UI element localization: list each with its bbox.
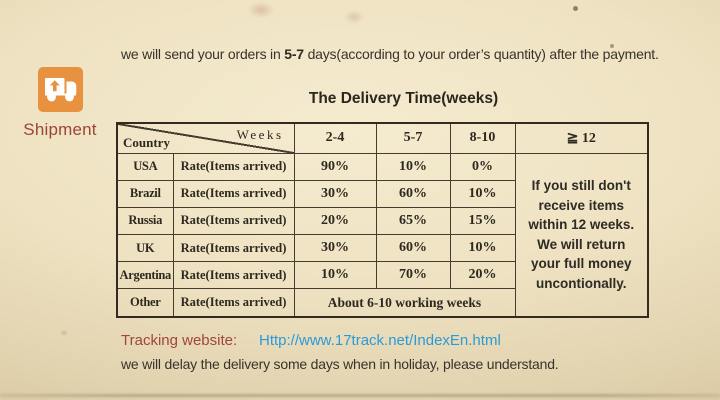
photo-edge-shadow xyxy=(0,394,720,397)
shipping-note-suffix: days(according to your order’s quantity)… xyxy=(303,46,659,62)
refund-note-weeks: 12 xyxy=(571,217,587,233)
tracking-website-link[interactable]: Http://www.17track.net/IndexEn.html xyxy=(259,332,501,349)
rate-value-cell: 70% xyxy=(375,261,451,290)
country-cell: UK xyxy=(116,234,174,263)
background-stain xyxy=(344,10,364,24)
truck-icon xyxy=(37,67,83,112)
rate-label-cell: Rate(Items arrived) xyxy=(172,179,295,208)
shipping-time-note: we will send your orders in 5-7 days(acc… xyxy=(121,46,659,62)
table-row-uk: UK Rate(Items arrived) 30% 60% 10% xyxy=(116,234,648,263)
column-header-5-7: 5-7 xyxy=(375,122,451,154)
other-weeks-cell: About 6-10 working weeks xyxy=(293,288,516,318)
country-cell: Russia xyxy=(116,206,174,236)
holiday-delay-note: we will delay the delivery some days whe… xyxy=(121,356,559,372)
shipment-brand: Shipment xyxy=(6,67,114,140)
tracking-website-label: Tracking website: xyxy=(121,332,238,349)
country-cell: Argentina xyxy=(116,261,174,290)
corner-cell: Weeks Country xyxy=(116,122,295,154)
rate-value-cell: 0% xyxy=(449,152,516,181)
background-stain xyxy=(573,6,578,11)
country-cell: Other xyxy=(116,288,174,318)
column-header-12plus: ≧ 12 xyxy=(514,122,649,154)
rate-value-cell: 30% xyxy=(293,234,377,263)
background-stain xyxy=(248,2,274,18)
shipment-label: Shipment xyxy=(23,120,97,139)
country-cell: Brazil xyxy=(116,179,174,208)
column-header-8-10: 8-10 xyxy=(449,122,516,154)
rate-label-cell: Rate(Items arrived) xyxy=(172,261,295,290)
rate-label-cell: Rate(Items arrived) xyxy=(172,152,295,181)
country-cell: USA xyxy=(116,152,174,181)
table-title: The Delivery Time(weeks) xyxy=(308,90,499,107)
table-row-argentina: Argentina Rate(Items arrived) 10% 70% 20… xyxy=(116,261,648,290)
table-row-other: Other Rate(Items arrived) About 6-10 wor… xyxy=(116,288,648,318)
column-header-2-4: 2-4 xyxy=(293,122,377,154)
refund-note-before: If you still don't receive items within xyxy=(528,178,631,233)
rate-value-cell: 60% xyxy=(375,234,451,263)
rate-label-cell: Rate(Items arrived) xyxy=(172,234,295,263)
rate-value-cell: 20% xyxy=(449,261,516,290)
shipping-note-prefix: we will send your orders in xyxy=(121,46,285,62)
table-row-russia: Russia Rate(Items arrived) 20% 65% 15% xyxy=(116,206,648,236)
rate-value-cell: 60% xyxy=(375,179,451,208)
rate-label-cell: Rate(Items arrived) xyxy=(172,206,295,236)
rate-value-cell: 10% xyxy=(449,179,516,208)
rate-value-cell: 10% xyxy=(375,152,451,181)
rate-value-cell: 30% xyxy=(293,179,377,208)
rate-value-cell: 10% xyxy=(449,234,516,263)
rate-value-cell: 20% xyxy=(293,206,377,236)
rate-value-cell: 10% xyxy=(293,261,377,290)
background-stain xyxy=(60,330,68,336)
shipping-note-days: 5-7 xyxy=(284,46,304,62)
rate-value-cell: 90% xyxy=(293,152,377,181)
delivery-time-table: Weeks Country 2-4 5-7 8-10 ≧ 12 USA Rate… xyxy=(116,122,649,318)
refund-note-after: weeks. We will return your full money un… xyxy=(530,217,635,291)
table-row-usa: USA Rate(Items arrived) 90% 10% 0% If yo… xyxy=(116,152,649,318)
rate-value-cell: 65% xyxy=(375,206,451,236)
corner-country-label: Country xyxy=(123,134,170,150)
rate-value-cell: 15% xyxy=(449,206,516,236)
table-row-brazil: Brazil Rate(Items arrived) 30% 60% 10% xyxy=(116,179,648,208)
refund-note-cell: If you still don't receive items within … xyxy=(514,152,649,318)
rate-label-cell: Rate(Items arrived) xyxy=(172,288,295,318)
corner-weeks-label: Weeks xyxy=(236,127,284,142)
table-header-row: Weeks Country 2-4 5-7 8-10 ≧ 12 xyxy=(116,122,649,154)
